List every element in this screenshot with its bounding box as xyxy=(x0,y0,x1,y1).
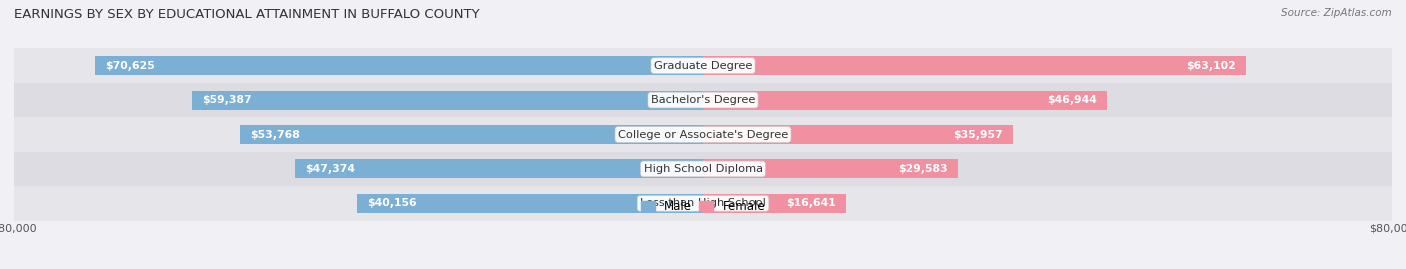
Text: $29,583: $29,583 xyxy=(898,164,948,174)
Bar xyxy=(703,91,1108,109)
Bar xyxy=(14,186,1392,221)
Bar xyxy=(703,125,1012,144)
Bar xyxy=(14,48,1392,83)
Bar xyxy=(14,83,1392,117)
Text: Source: ZipAtlas.com: Source: ZipAtlas.com xyxy=(1281,8,1392,18)
Text: High School Diploma: High School Diploma xyxy=(644,164,762,174)
Text: $59,387: $59,387 xyxy=(202,95,252,105)
Bar xyxy=(703,194,846,213)
Text: EARNINGS BY SEX BY EDUCATIONAL ATTAINMENT IN BUFFALO COUNTY: EARNINGS BY SEX BY EDUCATIONAL ATTAINMEN… xyxy=(14,8,479,21)
Bar xyxy=(14,152,1392,186)
Text: $70,625: $70,625 xyxy=(105,61,155,71)
Text: $47,374: $47,374 xyxy=(305,164,356,174)
Bar xyxy=(191,91,703,109)
Bar xyxy=(703,56,1246,75)
Text: $46,944: $46,944 xyxy=(1047,95,1097,105)
Text: $35,957: $35,957 xyxy=(953,129,1002,140)
Text: Graduate Degree: Graduate Degree xyxy=(654,61,752,71)
Text: $16,641: $16,641 xyxy=(786,198,837,208)
Bar xyxy=(295,160,703,178)
Legend: Male, Female: Male, Female xyxy=(636,196,770,218)
Text: College or Associate's Degree: College or Associate's Degree xyxy=(617,129,789,140)
Text: $53,768: $53,768 xyxy=(250,129,299,140)
Bar xyxy=(357,194,703,213)
Bar xyxy=(240,125,703,144)
Bar xyxy=(703,160,957,178)
Text: $63,102: $63,102 xyxy=(1187,61,1236,71)
Text: Less than High School: Less than High School xyxy=(640,198,766,208)
Text: $40,156: $40,156 xyxy=(367,198,418,208)
Bar xyxy=(94,56,703,75)
Text: Bachelor's Degree: Bachelor's Degree xyxy=(651,95,755,105)
Bar xyxy=(14,117,1392,152)
